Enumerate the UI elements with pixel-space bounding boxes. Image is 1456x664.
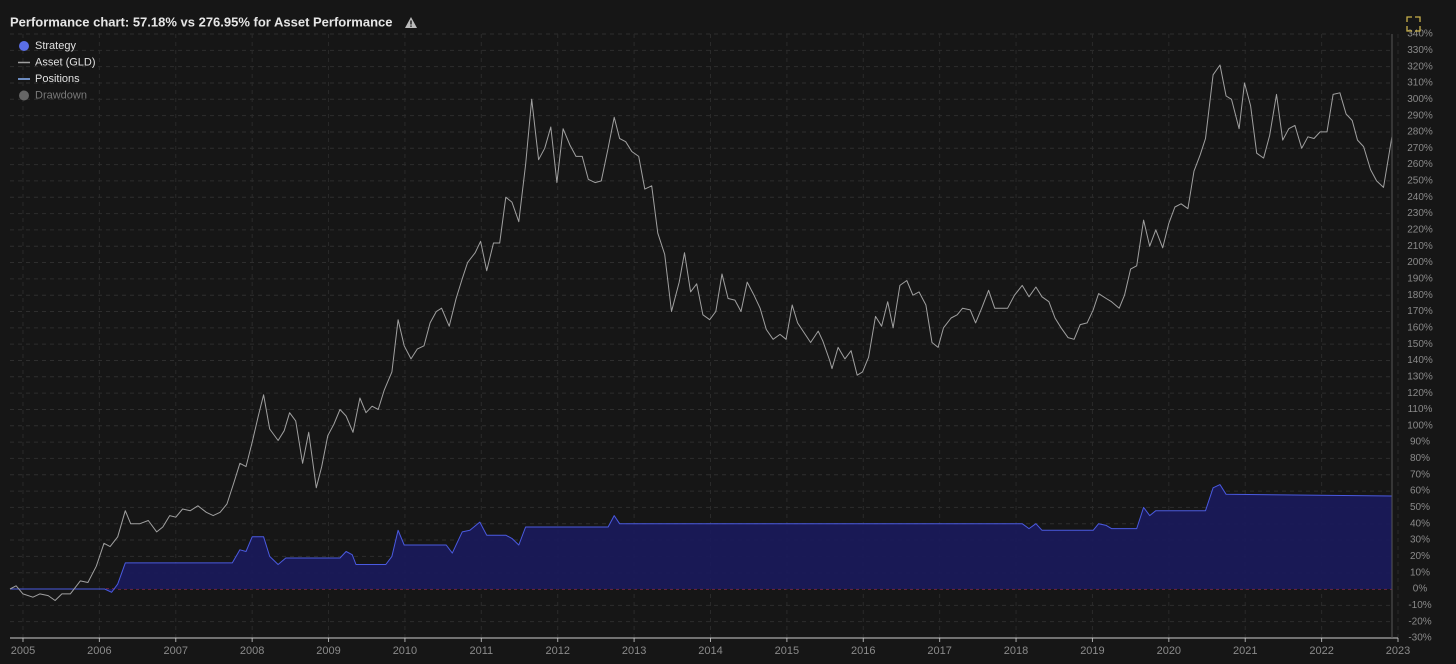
legend-item[interactable]: Asset (GLD): [18, 56, 96, 68]
y-tick-label: 230%: [1407, 208, 1433, 219]
y-tick-label: 330%: [1407, 45, 1433, 56]
y-tick-label: 220%: [1407, 225, 1433, 236]
legend-marker: [19, 90, 29, 101]
x-tick-label: 2011: [469, 645, 493, 657]
x-tick-label: 2022: [1309, 645, 1333, 657]
chart-title: Performance chart: 57.18% vs 276.95% for…: [10, 14, 392, 29]
y-tick-label: 340%: [1407, 29, 1433, 40]
y-tick-label: 130%: [1407, 371, 1433, 382]
x-tick-label: 2007: [164, 645, 188, 657]
y-tick-label: 310%: [1407, 78, 1433, 89]
x-tick-label: 2008: [240, 645, 264, 657]
y-tick-label: -30%: [1408, 633, 1431, 644]
y-tick-label: 80%: [1410, 453, 1430, 464]
x-tick-label: 2006: [87, 645, 111, 657]
legend-label: Drawdown: [35, 89, 87, 101]
warning-icon: [405, 17, 417, 28]
legend-item[interactable]: Strategy: [19, 40, 76, 52]
x-tick-label: 2019: [1080, 645, 1104, 657]
x-tick-label: 2013: [622, 645, 646, 657]
y-tick-label: 240%: [1407, 192, 1433, 203]
x-tick-label: 2012: [545, 645, 569, 657]
series-line: [10, 484, 1392, 593]
y-tick-label: 160%: [1407, 322, 1433, 333]
series-line: [9, 64, 1393, 601]
legend-label: Asset (GLD): [35, 56, 96, 68]
y-tick-label: 210%: [1407, 241, 1433, 252]
y-tick-label: 300%: [1407, 94, 1433, 105]
legend: Strategy Asset (GLD) Positions Drawdown: [18, 40, 96, 101]
legend-marker: [19, 41, 29, 51]
x-tick-label: 2018: [1004, 645, 1028, 657]
y-tick-label: 190%: [1407, 274, 1433, 285]
y-tick-label: 280%: [1407, 127, 1433, 138]
y-tick-label: 250%: [1407, 176, 1433, 187]
legend-item[interactable]: Drawdown: [19, 89, 87, 101]
y-tick-label: 0%: [1413, 584, 1428, 595]
y-tick-label: 200%: [1407, 257, 1433, 268]
y-tick-label: 180%: [1407, 290, 1433, 301]
y-tick-label: 290%: [1407, 110, 1433, 121]
legend-label: Positions: [35, 73, 80, 85]
y-tick-label: 270%: [1407, 143, 1433, 154]
y-tick-label: 40%: [1410, 518, 1430, 529]
y-tick-label: 320%: [1407, 61, 1433, 72]
y-tick-label: -10%: [1408, 600, 1431, 611]
y-tick-label: 60%: [1410, 486, 1430, 497]
y-tick-label: 90%: [1410, 437, 1430, 448]
x-tick-label: 2010: [393, 645, 417, 657]
y-tick-label: -20%: [1408, 616, 1431, 627]
plot: [9, 64, 1393, 601]
y-tick-label: 260%: [1407, 159, 1433, 170]
fullscreen-button[interactable]: [1406, 16, 1421, 32]
series-area: [10, 484, 1392, 593]
y-tick-label: 50%: [1410, 502, 1430, 513]
y-tick-label: 100%: [1407, 420, 1433, 431]
y-tick-label: 150%: [1407, 339, 1433, 350]
y-tick-label: 110%: [1408, 404, 1433, 415]
y-tick-label: 70%: [1410, 469, 1430, 480]
x-tick-label: 2021: [1233, 645, 1257, 657]
y-tick-label: 20%: [1410, 551, 1430, 562]
axes: -30% -20% -10% 0% 10% 20% 30% 40% 50% 60% 70% 80% 90…: [10, 29, 1433, 657]
y-tick-label: 140%: [1407, 355, 1433, 366]
x-tick-label: 2009: [316, 645, 340, 657]
x-tick-label: 2016: [851, 645, 875, 657]
x-tick-label: 2020: [1157, 645, 1181, 657]
x-tick-label: 2023: [1386, 645, 1410, 657]
y-tick-label: 10%: [1410, 567, 1430, 578]
y-tick-label: 120%: [1407, 388, 1433, 399]
legend-label: Strategy: [35, 40, 76, 52]
y-tick-label: 30%: [1410, 535, 1430, 546]
y-tick-label: 170%: [1407, 306, 1433, 317]
legend-item[interactable]: Positions: [18, 73, 80, 85]
x-tick-label: 2005: [11, 645, 35, 657]
x-tick-label: 2015: [775, 645, 799, 657]
x-tick-label: 2014: [698, 645, 722, 657]
x-tick-label: 2017: [927, 645, 951, 657]
